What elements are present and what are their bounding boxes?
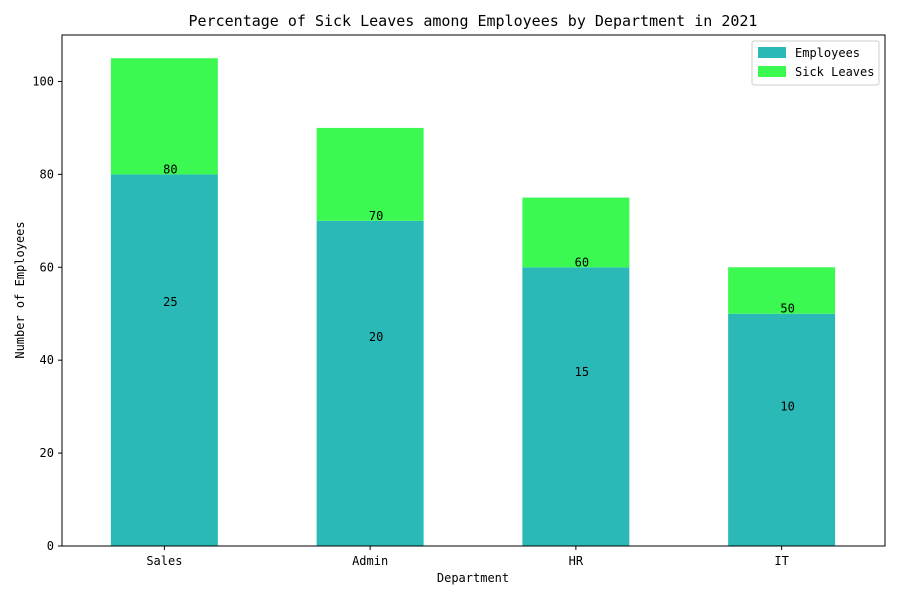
y-tick-label: 0 xyxy=(47,539,54,553)
y-tick-label: 60 xyxy=(40,260,54,274)
data-label-sick-leaves-admin: 20 xyxy=(369,330,383,344)
y-tick-label: 80 xyxy=(40,167,54,181)
legend-label-sick-leaves: Sick Leaves xyxy=(795,65,874,79)
bars-layer xyxy=(110,58,836,546)
bar-employees-sales xyxy=(110,174,218,546)
legend-swatch-sick-leaves xyxy=(758,66,786,77)
data-label-sick-leaves-sales: 25 xyxy=(163,295,177,309)
x-axis: Sales Admin HR IT xyxy=(146,546,789,568)
x-tick-label-admin: Admin xyxy=(352,554,388,568)
chart-title: Percentage of Sick Leaves among Employee… xyxy=(189,12,758,30)
y-tick-label: 20 xyxy=(40,446,54,460)
data-labels-layer: 80 25 70 20 60 15 50 10 xyxy=(163,162,795,413)
data-label-employees-sales: 80 xyxy=(163,162,177,176)
bar-employees-admin xyxy=(316,220,424,546)
y-axis-label: Number of Employees xyxy=(13,221,27,358)
plot-frame xyxy=(61,34,886,547)
bar-sick-leaves-it xyxy=(728,267,836,314)
y-tick-label: 100 xyxy=(32,74,54,88)
bar-employees-it xyxy=(728,313,836,546)
legend-swatch-employees xyxy=(758,47,786,58)
y-axis: 0 20 40 60 80 100 xyxy=(32,74,62,553)
x-tick-label-sales: Sales xyxy=(146,554,182,568)
data-label-sick-leaves-hr: 15 xyxy=(575,365,589,379)
x-axis-label: Department xyxy=(437,571,509,585)
data-label-sick-leaves-it: 10 xyxy=(780,400,794,414)
y-tick-label: 40 xyxy=(40,353,54,367)
legend: Employees Sick Leaves xyxy=(751,40,880,86)
data-label-employees-hr: 60 xyxy=(575,255,589,269)
bar-sick-leaves-sales xyxy=(110,58,218,175)
bar-sick-leaves-hr xyxy=(522,197,630,268)
x-tick-label-it: IT xyxy=(774,554,788,568)
data-label-employees-it: 50 xyxy=(780,302,794,316)
legend-label-employees: Employees xyxy=(795,46,860,60)
bar-employees-hr xyxy=(522,267,630,546)
x-tick-label-hr: HR xyxy=(569,554,584,568)
data-label-employees-admin: 70 xyxy=(369,209,383,223)
bar-sick-leaves-admin xyxy=(316,127,424,221)
